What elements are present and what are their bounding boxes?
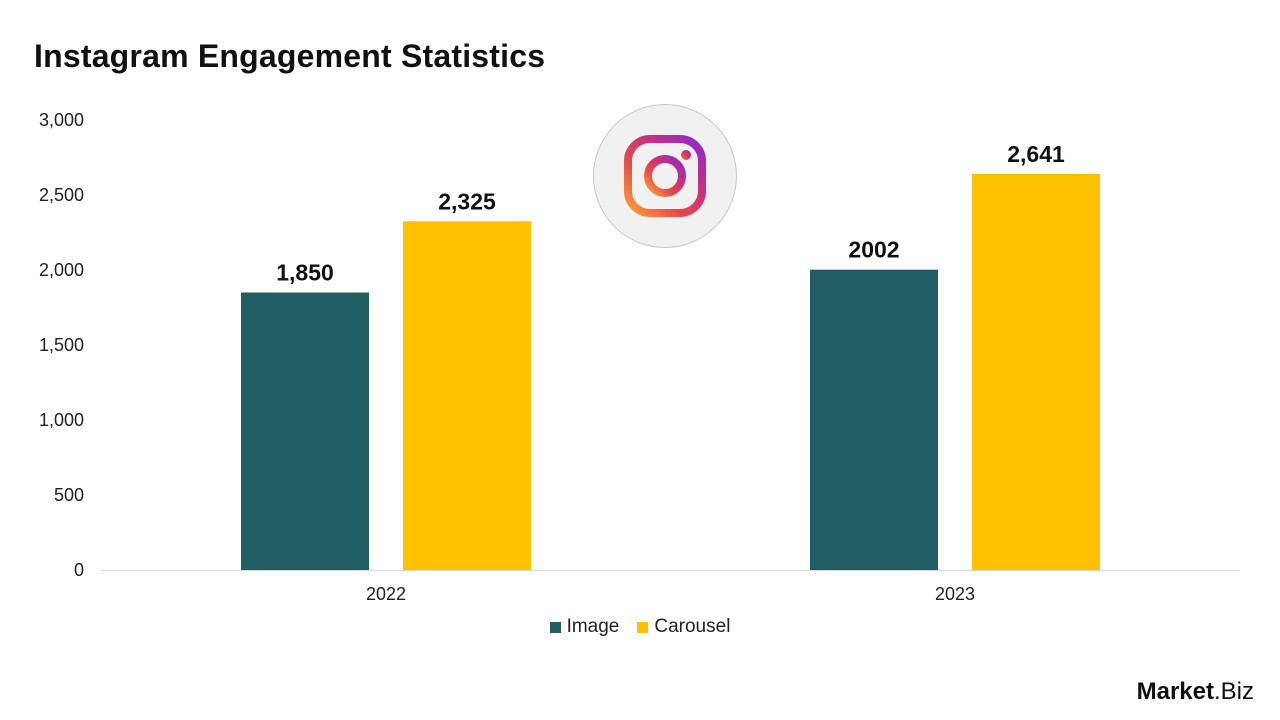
- data-label-image-2022: 1,850: [276, 260, 334, 286]
- data-labels: 1,850 2,325 2002 2,641: [276, 141, 1065, 286]
- y-axis-ticks: 0 500 1,000 1,500 2,000 2,500 3,000: [39, 110, 84, 580]
- y-tick-label: 500: [54, 485, 84, 505]
- chart-legend: Image Carousel: [0, 616, 1280, 638]
- brand-logo-market: Market: [1136, 678, 1214, 705]
- y-tick-label: 3,000: [39, 110, 84, 130]
- bar-carousel-2023: [972, 173, 1100, 570]
- bar-image-2023: [810, 269, 938, 570]
- y-tick-label: 2,000: [39, 260, 84, 280]
- bar-image-2022: [241, 292, 369, 570]
- bar-carousel-2022: [403, 221, 531, 570]
- y-tick-label: 2,500: [39, 185, 84, 205]
- data-label-carousel-2022: 2,325: [438, 188, 496, 214]
- brand-logo: Market .Biz: [1137, 680, 1254, 704]
- legend-label-image: Image: [566, 616, 620, 637]
- instagram-logo-icon: [624, 135, 706, 217]
- y-tick-label: 1,000: [39, 410, 84, 430]
- legend-item-image: Image: [549, 616, 620, 638]
- x-tick-label: 2023: [935, 584, 975, 604]
- data-label-image-2023: 2002: [848, 237, 899, 263]
- y-tick-label: 0: [74, 560, 84, 580]
- legend-item-carousel: Carousel: [637, 616, 730, 638]
- chart-title: Instagram Engagement Statistics: [34, 38, 546, 74]
- legend-label-carousel: Carousel: [654, 616, 731, 637]
- data-label-carousel-2023: 2,641: [1007, 141, 1065, 167]
- legend-swatch-image: [549, 621, 561, 633]
- instagram-badge: [593, 104, 737, 248]
- legend-swatch-carousel: [637, 621, 649, 633]
- x-axis-ticks: 2022 2023: [366, 584, 975, 604]
- x-tick-label: 2022: [366, 584, 406, 604]
- brand-logo-biz: .Biz: [1213, 678, 1254, 705]
- y-tick-label: 1,500: [39, 335, 84, 355]
- bars: [241, 173, 1100, 570]
